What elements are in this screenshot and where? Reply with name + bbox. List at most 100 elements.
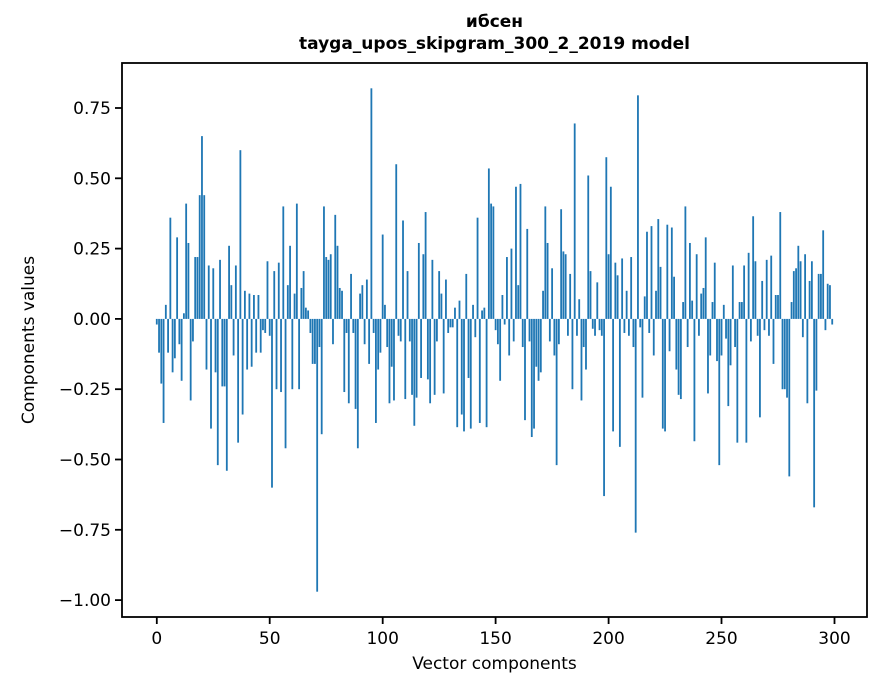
bar [526,228,529,319]
bar [469,318,472,429]
bar [185,203,188,319]
bar [438,271,441,319]
bar [241,318,244,415]
bar [375,318,377,423]
bar [347,318,350,404]
bar [266,261,269,319]
bar [515,186,517,319]
bar [397,318,400,336]
bar [736,318,739,443]
bar [537,318,540,381]
bar [467,318,470,378]
bar [372,318,375,333]
chart-title-model: tayga_upos_skipgram_300_2_2019 model [299,34,690,54]
y-tick-label: 0.75 [73,99,111,119]
bar [783,318,786,390]
bar [304,307,307,319]
bar [435,318,438,342]
bar [341,290,343,319]
bar [729,318,732,366]
bar [557,318,560,345]
bar [169,217,172,319]
bar [546,242,549,319]
bar [338,287,341,319]
bar [162,318,165,423]
bar [307,310,310,319]
bar [813,318,816,508]
bar [207,265,210,319]
bar [354,318,357,409]
bar [311,318,314,364]
bar [585,318,587,370]
bar [474,318,477,338]
bar [402,220,404,319]
bar [487,168,490,319]
bar [799,261,802,319]
bar [370,88,373,319]
bar [221,318,224,387]
bar [243,290,246,319]
bar [442,318,445,394]
x-tick-label: 50 [259,629,281,649]
x-tick-label: 250 [705,629,737,649]
bar [795,268,797,319]
chart-title: ибсен tayga_upos_skipgram_300_2_2019 mod… [122,11,867,55]
bar [659,266,662,319]
bar [356,318,359,449]
bar [257,295,260,319]
bar [228,245,230,319]
bar [250,318,253,367]
bar [777,295,779,319]
bar [390,318,393,367]
bar [426,318,429,380]
bar [524,318,526,421]
bar [230,285,233,319]
bar [720,318,723,356]
bar [589,271,592,319]
bar [483,307,486,319]
bar [609,186,612,319]
bar [691,300,694,319]
bar [713,262,716,319]
bar [329,254,332,319]
bar [686,318,689,348]
bar [429,318,432,404]
bar [625,290,628,319]
bar [248,293,251,319]
bar [528,318,531,342]
bar [198,195,201,319]
bar [494,318,497,331]
bar [192,318,194,342]
bar [318,318,321,348]
bar [630,257,633,319]
bar [709,318,712,356]
bar [768,318,770,336]
bar [639,318,642,328]
bar [652,318,655,356]
bar [420,318,422,378]
bar [454,307,456,319]
bar [246,318,249,370]
bar [393,318,395,401]
bar [422,254,425,319]
bar [621,258,624,319]
bar [747,252,750,319]
bar [365,279,368,319]
bar [661,318,664,429]
bar [415,318,418,398]
bar [643,296,646,319]
bar [286,285,289,319]
bar [271,318,273,488]
bar [679,318,682,400]
bar [503,318,506,325]
bar [155,318,158,325]
bar [323,206,325,319]
bar [334,214,337,319]
bar [749,318,752,342]
bar [698,318,700,336]
bar [424,212,427,319]
bar [695,254,698,319]
bar [772,318,775,364]
bar [490,203,493,319]
bar [496,318,499,345]
